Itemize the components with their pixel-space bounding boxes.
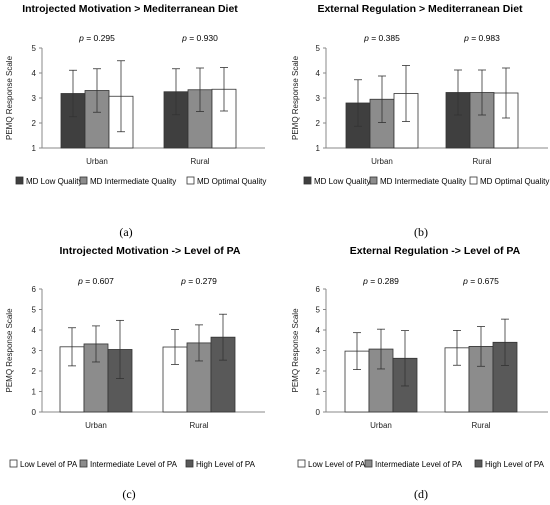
- x-tick-label: Urban: [86, 157, 108, 166]
- y-tick-label: 6: [316, 285, 321, 294]
- legend-label: Intermediate Level of PA: [375, 460, 463, 469]
- y-tick-label: 1: [316, 388, 321, 397]
- x-tick-label: Rural: [190, 157, 209, 166]
- chart-panel-3: Introjected Motivation -> Level of PA PEM…: [5, 245, 265, 469]
- y-tick-label: 2: [32, 367, 37, 376]
- legend-swatch: [15, 176, 24, 185]
- p-value-label: p = 0.675: [462, 276, 499, 286]
- x-tick-label: Urban: [371, 157, 393, 166]
- y-tick-label: 3: [32, 347, 37, 356]
- y-axis-label: PEMQ Response Scale: [5, 308, 14, 393]
- y-tick-label: 2: [32, 119, 37, 128]
- y-tick-label: 4: [32, 326, 37, 335]
- panel-caption-c: (c): [122, 487, 136, 501]
- p-value-label: p = 0.289: [362, 276, 399, 286]
- chart-title: Introjected Motivation > Mediterranean D…: [22, 3, 238, 15]
- legend-swatch: [9, 459, 18, 468]
- legend-label: Low Level of PA: [308, 460, 366, 469]
- legend-swatch: [303, 176, 312, 185]
- panel-caption-d: (d): [414, 487, 428, 501]
- legend-label: MD Low Quality: [26, 177, 82, 186]
- y-tick-label: 5: [32, 44, 37, 53]
- y-tick-label: 1: [32, 144, 37, 153]
- x-tick-label: Urban: [370, 421, 392, 430]
- legend-label: MD Intermediate Quality: [90, 177, 176, 186]
- legend-swatch: [364, 459, 373, 468]
- chart-panel-1: Introjected Motivation > Mediterranean D…: [5, 3, 266, 186]
- x-tick-label: Rural: [189, 421, 208, 430]
- y-axis-label: PEMQ Response Scale: [291, 308, 300, 393]
- p-value-label: p = 0.607: [77, 276, 114, 286]
- legend-label: MD Intermediate Quality: [380, 177, 466, 186]
- panel-caption-b: (b): [414, 225, 428, 239]
- y-tick-label: 4: [316, 69, 321, 78]
- y-tick-label: 1: [32, 388, 37, 397]
- panel-caption-a: (a): [119, 225, 133, 239]
- legend-swatch: [186, 176, 195, 185]
- y-tick-label: 0: [32, 408, 37, 417]
- y-tick-label: 2: [316, 119, 321, 128]
- chart-panel-4: External Regulation -> Level of PA PEMQ R…: [291, 245, 548, 469]
- p-value-label: p = 0.295: [78, 33, 115, 43]
- legend-swatch: [79, 176, 88, 185]
- legend-label: High Level of PA: [485, 460, 545, 469]
- y-tick-label: 3: [316, 347, 321, 356]
- y-tick-label: 5: [316, 306, 321, 315]
- legend-swatch: [297, 459, 306, 468]
- chart-title: External Regulation > Mediterranean Diet: [317, 3, 523, 15]
- y-tick-label: 6: [32, 285, 37, 294]
- y-tick-label: 5: [316, 44, 321, 53]
- y-axis-label: PEMQ Response Scale: [291, 55, 300, 140]
- legend-swatch: [185, 459, 194, 468]
- legend-label: Low Level of PA: [20, 460, 78, 469]
- chart-title: Introjected Motivation -> Level of PA: [60, 245, 241, 257]
- x-tick-label: Rural: [472, 157, 491, 166]
- y-tick-label: 4: [32, 69, 37, 78]
- p-value-label: p = 0.279: [180, 276, 217, 286]
- y-tick-label: 1: [316, 144, 321, 153]
- p-value-label: p = 0.930: [181, 33, 218, 43]
- p-value-label: p = 0.385: [363, 33, 400, 43]
- legend-label: High Level of PA: [196, 460, 256, 469]
- legend-swatch: [369, 176, 378, 185]
- legend-swatch: [469, 176, 478, 185]
- legend-label: Intermediate Level of PA: [90, 460, 178, 469]
- legend-label: MD Low Quality: [314, 177, 370, 186]
- legend-label: MD Optimal Quality: [197, 177, 266, 186]
- y-tick-label: 3: [316, 94, 321, 103]
- p-value-label: p = 0.983: [463, 33, 500, 43]
- y-tick-label: 3: [32, 94, 37, 103]
- y-tick-label: 2: [316, 367, 321, 376]
- y-tick-label: 4: [316, 326, 321, 335]
- chart-panel-2: External Regulation > Mediterranean Diet…: [291, 3, 549, 186]
- legend-swatch: [79, 459, 88, 468]
- chart-title: External Regulation -> Level of PA: [350, 245, 521, 257]
- y-tick-label: 5: [32, 306, 37, 315]
- legend-label: MD Optimal Quality: [480, 177, 549, 186]
- x-tick-label: Urban: [85, 421, 107, 430]
- x-tick-label: Rural: [471, 421, 490, 430]
- legend-swatch: [474, 459, 483, 468]
- y-tick-label: 0: [316, 408, 321, 417]
- y-axis-label: PEMQ Response Scale: [5, 55, 14, 140]
